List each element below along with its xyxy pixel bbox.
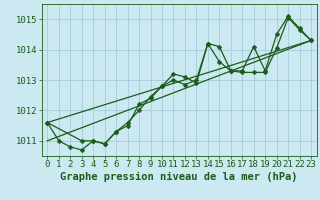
X-axis label: Graphe pression niveau de la mer (hPa): Graphe pression niveau de la mer (hPa) <box>60 172 298 182</box>
